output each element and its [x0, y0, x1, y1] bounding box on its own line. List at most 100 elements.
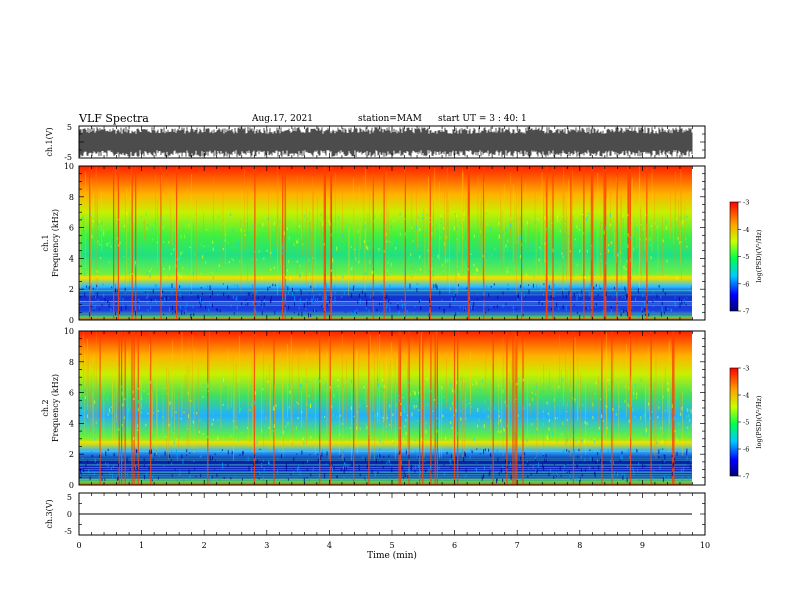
spectrogram-speckle	[135, 310, 136, 316]
spectrogram-speckle	[82, 229, 84, 232]
spectrogram-speckle	[575, 243, 577, 247]
spectrogram-speckle	[431, 471, 433, 473]
spectrogram-speckle	[164, 297, 166, 303]
spectrogram-speckle	[240, 408, 242, 411]
spectrogram-speckle	[289, 234, 292, 237]
spectrogram-speckle	[582, 213, 584, 216]
spectrogram-speckle	[350, 230, 352, 235]
spectrogram-speckle	[418, 464, 419, 468]
spectrogram-speckle	[547, 437, 549, 441]
spectrogram-speckle	[217, 436, 219, 441]
spectrogram-speckle	[621, 471, 623, 477]
spectrogram-speckle	[535, 468, 537, 473]
spectrogram-speckle	[455, 408, 457, 413]
spectrogram-speckle	[559, 389, 561, 393]
spectrogram-speckle	[483, 449, 484, 454]
spectrogram-speckle	[599, 449, 601, 453]
spectrogram-speckle	[658, 405, 660, 410]
spectrogram-speckle	[616, 303, 618, 304]
spectrogram-speckle	[328, 456, 330, 459]
spectrogram-speckle	[416, 397, 418, 401]
spectrogram-speckle	[305, 308, 307, 310]
spectrogram-speckle	[249, 292, 251, 296]
spectrogram-speckle	[199, 301, 201, 304]
spectrogram-speckle	[531, 391, 533, 394]
spectrogram-speckle	[131, 304, 133, 307]
spectrogram-speckle	[172, 431, 174, 433]
spectrogram-speckle	[359, 298, 361, 304]
spectrogram-speckle	[92, 287, 94, 290]
spectrogram-speckle	[240, 229, 242, 233]
spectrogram-speckle	[635, 297, 636, 302]
spectrogram-speckle	[465, 307, 466, 311]
spectrogram-speckle	[103, 453, 105, 457]
spectrogram-speckle	[429, 305, 431, 307]
spectrogram-speckle	[212, 413, 214, 415]
spectrogram-speckle	[142, 433, 144, 436]
spectrogram-speckle	[352, 287, 354, 291]
spectrogram-speckle	[365, 478, 366, 482]
spectrogram-speckle	[356, 239, 359, 242]
ch1-spec-ytick-label: 10	[64, 162, 74, 171]
spectrogram-speckle	[334, 289, 336, 294]
spectrogram-speckle	[667, 308, 669, 310]
ch2-spec-ytick-label: 0	[69, 481, 74, 490]
spectrogram-speckle	[321, 452, 323, 457]
spectrogram-speckle	[243, 229, 246, 232]
spectrogram-speckle	[212, 247, 214, 251]
spectrogram-speckle	[639, 478, 640, 482]
spectrogram-speckle	[170, 459, 172, 464]
spectrogram-speckle	[203, 233, 205, 237]
spectrogram-speckle	[388, 455, 390, 458]
spectrogram-speckle	[312, 298, 314, 304]
spectrogram-speckle	[329, 388, 331, 392]
spectrogram-speckle	[566, 471, 568, 473]
spectrogram-speckle	[610, 241, 612, 245]
spectrogram-speckle	[598, 426, 600, 430]
spectrogram-speckle	[446, 451, 448, 455]
ch2-channel-label: ch.2	[41, 399, 50, 416]
spectrogram-speckle	[635, 395, 638, 400]
spectrogram-speckle	[134, 448, 136, 453]
spectrogram-speckle	[162, 291, 164, 293]
time-axis-tick-label: 7	[515, 541, 520, 550]
spectrogram-speckle	[633, 247, 635, 251]
spectrogram-speckle	[605, 405, 607, 407]
spectrogram-speckle	[429, 413, 431, 415]
spectrogram-speckle	[146, 226, 148, 231]
spectrogram-speckle	[310, 473, 312, 477]
spectrogram-speckle	[636, 286, 638, 289]
spectrogram-speckle	[227, 242, 229, 244]
spectrogram-speckle	[232, 420, 234, 422]
spectrogram-speckle	[413, 406, 415, 409]
spectrogram-speckle	[515, 384, 517, 387]
spectrogram-speckle	[366, 476, 367, 478]
spectrogram-speckle	[400, 223, 402, 225]
spectrogram-speckle	[507, 239, 509, 243]
spectrogram-speckle	[450, 466, 452, 469]
spectrogram-speckle	[616, 473, 618, 477]
spectrogram-speckle	[288, 290, 289, 295]
spectrogram-speckle	[293, 243, 295, 246]
spectrogram-speckle	[489, 470, 491, 475]
spectrogram-speckle	[375, 465, 377, 467]
spectrogram-speckle	[207, 464, 209, 467]
spectrogram-speckle	[398, 394, 400, 397]
spectrogram-speckle	[144, 291, 146, 294]
spectrogram-speckle	[141, 399, 143, 402]
spectrogram-speckle	[306, 468, 308, 472]
spectrogram-speckle	[666, 388, 668, 392]
spectrogram-speckle	[137, 469, 139, 471]
spectrogram-speckle	[649, 417, 651, 420]
spectrogram-speckle	[426, 213, 429, 217]
spectrogram-speckle	[153, 412, 155, 414]
spectrogram-speckle	[169, 286, 171, 289]
spectrogram-speckle	[246, 390, 248, 392]
spectrogram-speckle	[303, 214, 305, 218]
spectrogram-speckle	[305, 425, 307, 428]
spectrogram-speckle	[547, 299, 549, 303]
spectrogram-speckle	[269, 451, 271, 454]
spectrogram-speckle	[465, 473, 467, 477]
time-axis-tick-label: 4	[327, 541, 332, 550]
spectrogram-speckle	[365, 422, 367, 427]
